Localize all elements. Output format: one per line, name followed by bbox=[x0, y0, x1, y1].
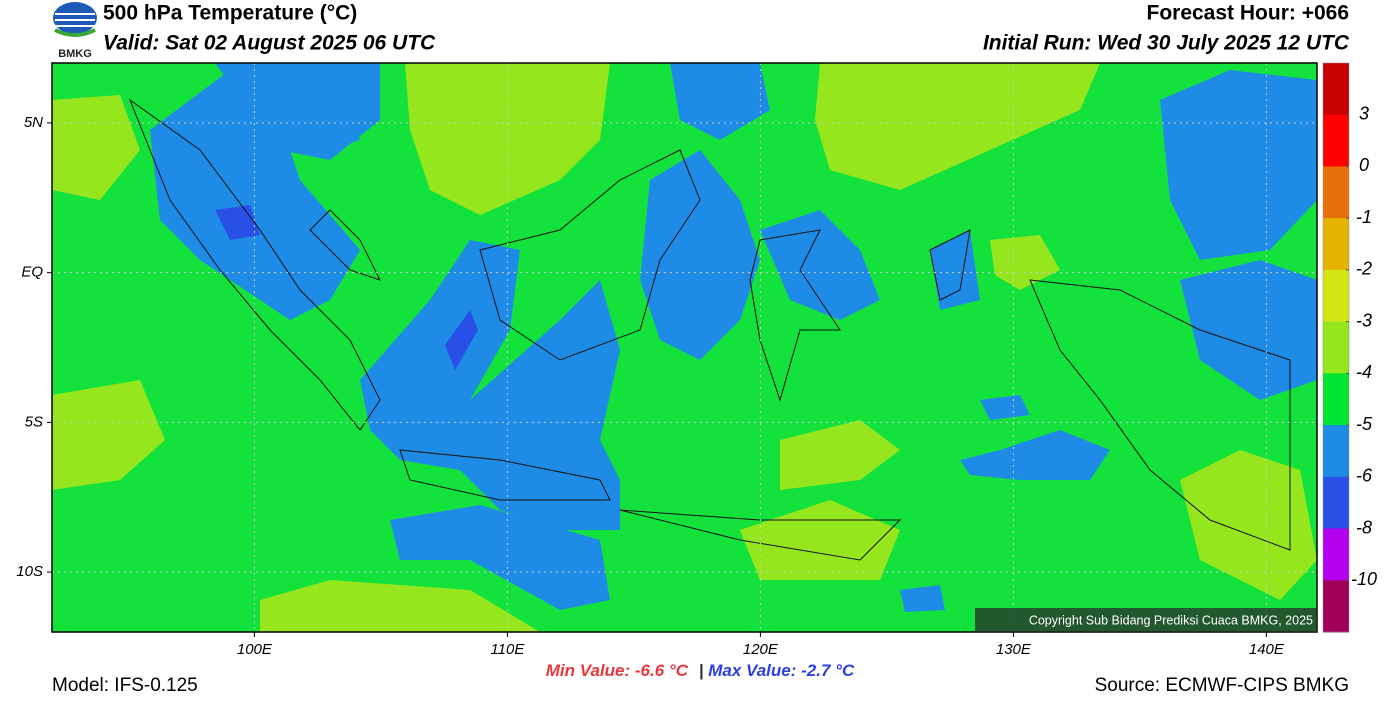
grid-layer: 100E 110E 120E 130E 140E 5N EQ 5S 10S bbox=[16, 63, 1317, 658]
x-tick-label: 140E bbox=[1249, 641, 1285, 658]
colorbar-segment bbox=[1323, 528, 1349, 581]
y-tick-label: 10S bbox=[16, 563, 43, 580]
x-tick-label: 120E bbox=[743, 641, 779, 658]
colorbar-segment bbox=[1323, 476, 1349, 530]
colorbar-segment bbox=[1323, 269, 1349, 323]
max-label: Max Value: bbox=[708, 661, 796, 680]
colorbar-segment bbox=[1323, 580, 1349, 633]
source: Source: ECMWF-CIPS BMKG bbox=[1095, 675, 1349, 696]
colorbar-label: -5 bbox=[1356, 414, 1373, 434]
copyright: Copyright Sub Bidang Prediksi Cuaca BMKG… bbox=[1029, 613, 1313, 627]
map-frame bbox=[51, 62, 1318, 633]
colorbar-segment bbox=[1323, 218, 1349, 271]
colorbar-segment bbox=[1323, 373, 1349, 426]
colorbar-segment bbox=[1323, 425, 1349, 478]
copyright-box bbox=[975, 608, 1317, 632]
field-coldest bbox=[215, 205, 478, 370]
y-tick-label: EQ bbox=[21, 264, 43, 281]
colorbar-label: -2 bbox=[1356, 259, 1372, 279]
y-tick-label: 5S bbox=[25, 413, 43, 430]
colorbar-segment bbox=[1323, 321, 1349, 374]
logo-text: BMKG bbox=[58, 48, 92, 60]
separator: | bbox=[699, 661, 704, 680]
x-tick-label: 110E bbox=[490, 641, 525, 658]
colorbar-label: -1 bbox=[1356, 207, 1372, 227]
initial-run: Initial Run: Wed 30 July 2025 12 UTC bbox=[983, 32, 1350, 55]
valid-time: Valid: Sat 02 August 2025 06 UTC bbox=[103, 32, 436, 55]
map-field bbox=[52, 63, 1317, 632]
field-cold bbox=[150, 63, 1317, 612]
max-value: -2.7 bbox=[801, 661, 832, 680]
colorbar-segment bbox=[1323, 114, 1349, 167]
colorbar-label: -3 bbox=[1356, 310, 1372, 330]
model: Model: IFS-0.125 bbox=[52, 675, 198, 696]
forecast-hour: Forecast Hour: +066 bbox=[1147, 2, 1350, 25]
colorbar-label: -8 bbox=[1356, 517, 1372, 537]
colorbar-frame bbox=[1322, 62, 1350, 633]
colorbar-label: 0 bbox=[1359, 155, 1369, 175]
title: 500 hPa Temperature (°C) bbox=[103, 2, 357, 25]
min-max: Min Value: -6.6 °C | Max Value: -2.7 °C bbox=[546, 661, 855, 680]
coastlines bbox=[128, 98, 1291, 561]
min-label: Min Value: bbox=[546, 661, 630, 680]
y-tick-label: 5N bbox=[24, 114, 43, 131]
colorbar-label: -4 bbox=[1356, 362, 1372, 382]
colorbar: 3 0 -1 -2 -3 -4 -5 -6 -8 -10 bbox=[1322, 62, 1377, 633]
min-value: -6.6 bbox=[635, 661, 665, 680]
colorbar-label: -10 bbox=[1351, 569, 1377, 589]
colorbar-label: -6 bbox=[1356, 466, 1373, 486]
logo: BMKG bbox=[53, 2, 97, 60]
min-unit: °C bbox=[669, 661, 689, 680]
colorbar-label: 3 bbox=[1359, 103, 1369, 123]
x-tick-label: 100E bbox=[237, 641, 273, 658]
colorbar-segment bbox=[1323, 63, 1349, 116]
max-unit: °C bbox=[835, 661, 855, 680]
x-tick-label: 130E bbox=[996, 641, 1032, 658]
colorbar-segment bbox=[1323, 166, 1349, 219]
